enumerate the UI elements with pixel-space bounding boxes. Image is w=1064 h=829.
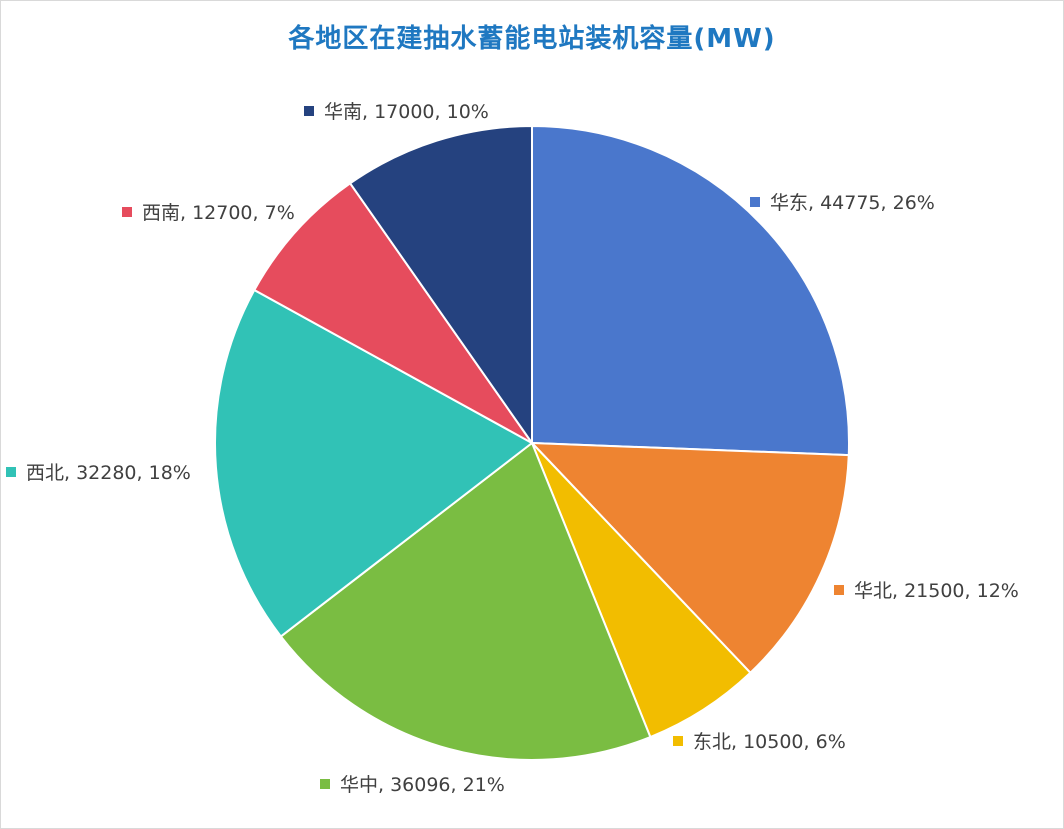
slice-label-text: 西北, 32280, 18%: [26, 462, 191, 484]
pie-slice-1: [529, 441, 850, 675]
slice-label-text: 华中, 36096, 21%: [340, 774, 505, 796]
slice-label-huazhong: 华中, 36096, 21%: [320, 770, 505, 797]
pie-slices: [214, 124, 850, 761]
slice-label-dongbei: 东北, 10500, 6%: [673, 727, 846, 754]
legend-swatch: [304, 105, 314, 116]
legend-swatch: [750, 196, 760, 207]
slice-label-text: 东北, 10500, 6%: [693, 731, 846, 753]
pie-slice-6: [348, 124, 533, 447]
legend-swatch: [673, 735, 683, 746]
slice-label-xibei: 西北, 32280, 18%: [6, 458, 191, 485]
slice-label-xinan: 西南, 12700, 7%: [122, 198, 295, 225]
slice-label-text: 华东, 44775, 26%: [770, 192, 935, 214]
slice-label-text: 华南, 17000, 10%: [324, 101, 489, 123]
pie-slice-4: [214, 288, 534, 638]
slice-label-text: 华北, 21500, 12%: [854, 580, 1019, 602]
chart-title: 各地区在建抽水蓄能电站装机容量(MW): [288, 24, 776, 54]
pie-slice-0: [531, 124, 850, 457]
slice-label-text: 西南, 12700, 7%: [142, 202, 295, 224]
legend-swatch: [834, 584, 844, 595]
legend-swatch: [6, 466, 16, 477]
legend-swatch: [320, 778, 330, 789]
slice-label-huanan: 华南, 17000, 10%: [304, 97, 489, 124]
pie-slice-5: [252, 181, 533, 444]
slice-label-huabei: 华北, 21500, 12%: [834, 576, 1019, 603]
slice-label-huadong: 华东, 44775, 26%: [750, 188, 935, 215]
pie-slice-3: [279, 441, 652, 761]
pie-slice-2: [531, 442, 752, 739]
legend-swatch: [122, 206, 132, 217]
